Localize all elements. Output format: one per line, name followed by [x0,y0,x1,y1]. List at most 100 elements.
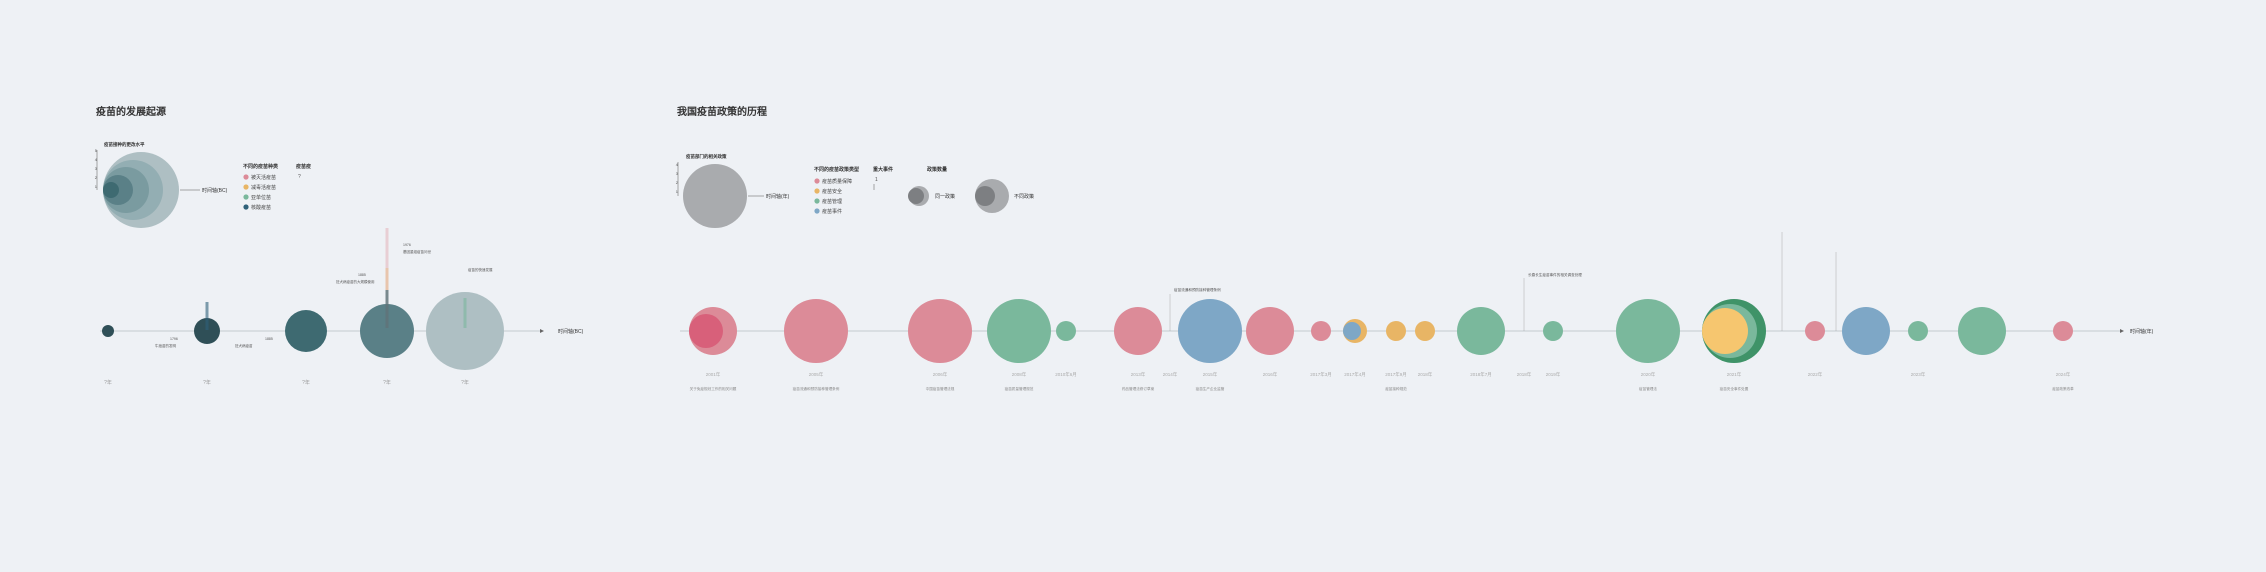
timeline-bubble [426,292,504,370]
size-legend-tick: 2 [95,175,98,180]
date-label: 2022年 [1808,371,1823,378]
year-label: ?年 [461,379,469,386]
type-swatch [814,178,820,184]
count-multi-label: 不同政策 [1014,193,1034,200]
date-label: 2005年 [809,371,824,378]
date-labels: 2001年 2005年 2006年 2008年 2010年6月 2013年 20… [706,371,2071,378]
timeline-bubble [908,299,972,363]
right-type-legend: 疫苗质量保障 疫苗安全 疫苗管理 疫苗事件 [814,178,852,215]
right-type-legend-title: 不同的疫苗政策类型 [814,166,859,173]
type-swatch [814,188,820,194]
type-label: 疫苗质量保障 [822,178,852,185]
left-size-axis-label: 时间轴(BC) [202,187,228,194]
annotation: 1796 [170,337,178,341]
left-type-legend-title: 不同的疫苗种类 [243,163,278,170]
right-title: 我国疫苗政策的历程 [677,105,767,118]
date-label: 2019年 [1546,371,1561,378]
timeline-bubble [1386,321,1406,341]
date-label: 2013年 [1131,371,1146,378]
type-label: 核酸疫苗 [251,204,271,211]
size-legend-tick: 3 [676,171,679,176]
date-label: 2006年 [933,371,948,378]
timeline-bubble [1311,321,1331,341]
count-single-label: 同一政策 [935,193,955,200]
timeline-bubble [784,299,848,363]
left-title: 疫苗的发展起源 [96,105,166,118]
date-label: 2017年4月 [1344,371,1366,378]
type-label: 被灭活疫苗 [251,174,276,181]
date-label: 2024年 [2056,371,2071,378]
year-label: ?年 [104,379,112,386]
type-label: 减毒活疫苗 [251,184,276,191]
type-swatch [243,184,249,190]
right-count-legend: 同一政策 不同政策 [908,179,1034,213]
annotation: 牛痘苗的发明 [155,343,176,348]
timeline-bubble [1246,307,1294,355]
size-legend-tick: 1 [676,189,679,194]
note: 疫苗接种规范 [1385,386,1407,391]
date-label: 2010年6月 [1055,371,1077,378]
size-legend-tick: 4 [95,157,98,162]
timeline-bubble [1114,307,1162,355]
date-label: 2018年 [1517,371,1532,378]
timeline-bubble [194,318,220,344]
timeline-bubble [1343,322,1361,340]
note: 疫苗管理法 [1639,386,1657,391]
date-label: 2020年 [1641,371,1656,378]
year-label: ?年 [203,379,211,386]
date-label: 2017年3月 [1310,371,1332,378]
right-size-legend-title: 疫苗部门的相关政策 [686,153,727,160]
date-label: 2016年 [1263,371,1278,378]
size-legend-tick: 4 [676,162,679,167]
timeline-bubble [987,299,1051,363]
type-swatch [243,174,249,180]
annotation: 基因重组疫苗问世 [403,249,431,254]
note-labels: 关于免疫规划工作的相关问题 疫苗流通和预防接种管理条例 中国疫苗管理法规 疫苗质… [690,386,2075,391]
annotation: 1976 [403,243,411,247]
type-label: 疫苗事件 [822,208,842,215]
note: 疫苗政策改革 [2052,386,2074,391]
right-size-axis-label: 时间轴(年) [766,193,790,200]
note: 关于免疫规划工作的相关问题 [690,386,737,391]
right-event-legend-title: 重大事件 [873,166,893,173]
note: 疫苗流通和预防接种管理条例 [793,386,840,391]
timeline-bubble [1457,307,1505,355]
callouts: 疫苗流通和预防接种管理条例 长春长生疫苗事件的相关调查处理 [1169,232,1837,331]
right-count-legend-title: 政策数量 [927,166,947,173]
size-legend-tick: 2 [676,180,679,185]
right-event-legend-value: 1 [875,177,878,183]
callout-text: 疫苗流通和预防接种管理条例 [1174,287,1221,292]
type-swatch [814,198,820,204]
callout-text: 长春长生疫苗事件的相关调查处理 [1528,272,1582,277]
right-timeline: 时间轴(年) 2001年 2005年 2006年 2008年 2010年6月 [680,232,2154,391]
timeline-bubble [1616,299,1680,363]
type-swatch [243,194,249,200]
timeline-bubble [1702,308,1748,354]
timeline-bubble [1178,299,1242,363]
left-size-legend-title: 疫苗接种的更改水平 [104,141,145,148]
timeline-bubble [2053,321,2073,341]
timeline-bubble [1908,321,1928,341]
timeline-bubble [102,325,114,337]
stacked-markers [205,228,467,330]
size-legend-circle-1 [103,182,119,198]
date-label: 2023年 [1911,371,1926,378]
type-label: 疫苗管理 [822,198,842,205]
size-legend-tick: 1 [95,184,98,189]
date-label: 2018年 [1418,371,1433,378]
size-legend-tick: 5 [95,148,98,153]
size-legend-tick: 3 [95,166,98,171]
annotation: 1885 [265,337,273,341]
note: 疫苗安全事件处置 [1720,386,1749,391]
note: 疫苗生产企业监管 [1196,386,1225,391]
date-label: 2017年9月 [1385,371,1407,378]
timeline-bubble [1958,307,2006,355]
year-label: ?年 [383,379,391,386]
note: 中国疫苗管理法规 [926,386,955,391]
date-label: 2008年 [1012,371,1027,378]
date-label: 2021年 [1727,371,1742,378]
left-timeline-label: 时间轴(BC) [558,328,584,335]
timeline-bubble [1415,321,1435,341]
timeline-bubble [1805,321,1825,341]
